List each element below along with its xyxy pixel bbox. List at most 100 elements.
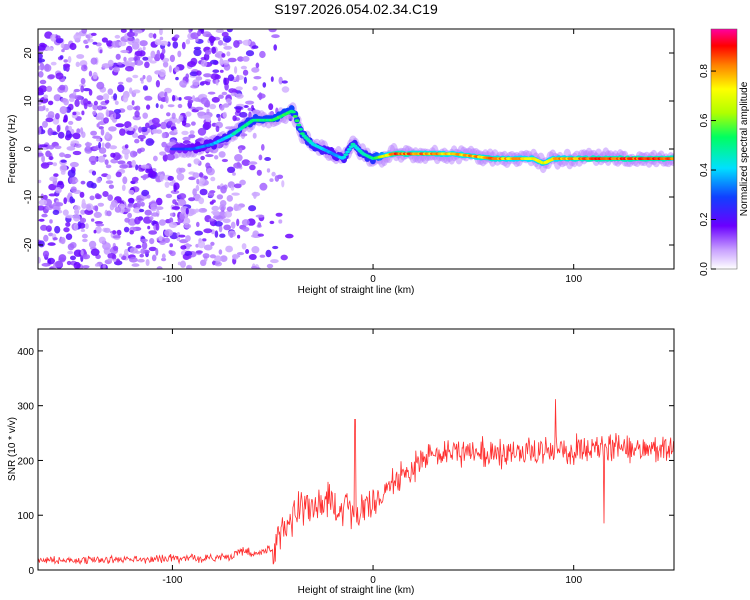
ridge-core	[345, 150, 350, 154]
noise-speckle	[42, 250, 50, 258]
noise-speckle	[193, 48, 202, 57]
snr-frame	[37, 328, 675, 571]
noise-speckle	[217, 40, 224, 46]
noise-speckle	[142, 85, 148, 91]
noise-speckle	[218, 151, 226, 158]
noise-speckle	[144, 61, 150, 69]
noise-speckle	[137, 134, 146, 140]
noise-speckle	[152, 123, 161, 128]
noise-speckle	[38, 205, 45, 211]
noise-speckle	[159, 29, 163, 36]
noise-speckle	[61, 49, 65, 53]
noise-speckle	[159, 151, 167, 156]
noise-speckle	[218, 94, 224, 99]
snr-series-line	[38, 399, 674, 565]
noise-speckle	[50, 61, 57, 66]
noise-speckle	[182, 136, 191, 141]
noise-speckle	[104, 99, 110, 104]
noise-speckle	[57, 180, 64, 186]
noise-speckle	[259, 50, 266, 59]
noise-speckle	[79, 217, 87, 223]
noise-speckle	[127, 37, 135, 42]
noise-speckle	[38, 127, 42, 135]
noise-speckle	[113, 93, 118, 101]
noise-speckle	[159, 40, 169, 46]
noise-speckle	[226, 51, 231, 57]
noise-speckle	[113, 109, 122, 114]
noise-speckle	[131, 159, 136, 168]
noise-speckle	[94, 221, 103, 225]
colorbar: 0.0 0.2 0.4 0.6 0.8 Normalized spectral ampl…	[699, 28, 750, 276]
noise-speckle	[226, 206, 234, 212]
noise-speckle	[281, 180, 285, 188]
noise-speckle	[194, 230, 203, 236]
noise-speckle	[53, 202, 61, 207]
noise-speckle	[144, 95, 153, 101]
noise-speckle	[59, 84, 66, 91]
noise-speckle	[221, 158, 228, 163]
noise-speckle	[150, 203, 158, 210]
noise-speckle	[169, 54, 175, 63]
noise-speckle	[102, 93, 110, 101]
noise-speckle	[125, 77, 133, 83]
noise-speckle	[128, 189, 135, 195]
noise-speckle	[168, 221, 178, 228]
noise-speckle	[78, 222, 86, 229]
noise-speckle	[119, 128, 126, 136]
noise-speckle	[117, 84, 125, 93]
noise-speckle	[63, 227, 70, 233]
noise-speckle	[270, 76, 274, 82]
noise-speckle	[122, 176, 128, 185]
noise-speckle	[98, 236, 106, 244]
noise-speckle	[48, 183, 57, 191]
noise-speckle	[87, 34, 91, 42]
noise-speckle	[185, 235, 191, 242]
noise-speckle	[165, 95, 169, 104]
noise-speckle	[96, 95, 104, 101]
ridge-core	[341, 155, 347, 159]
noise-speckle	[216, 194, 224, 200]
noise-speckle	[174, 66, 180, 73]
noise-speckle	[72, 90, 77, 96]
noise-speckle	[81, 29, 88, 34]
noise-speckle	[154, 39, 162, 46]
noise-speckle	[84, 142, 92, 147]
noise-speckle	[76, 54, 85, 59]
noise-speckle	[229, 232, 234, 238]
noise-speckle	[266, 263, 274, 269]
noise-speckle	[144, 209, 152, 216]
noise-speckle	[80, 249, 84, 256]
noise-speckle	[187, 61, 197, 68]
noise-speckle	[211, 46, 216, 54]
noise-speckle	[135, 244, 142, 249]
noise-speckle	[57, 131, 65, 139]
noise-speckle	[165, 193, 173, 199]
noise-speckle	[145, 259, 150, 266]
noise-speckle	[96, 81, 105, 90]
noise-speckle	[171, 112, 176, 120]
noise-speckle	[56, 124, 61, 133]
noise-speckle	[72, 150, 82, 156]
noise-speckle	[63, 98, 69, 106]
noise-speckle	[218, 224, 223, 233]
noise-speckle	[41, 262, 51, 267]
noise-speckle	[43, 94, 48, 99]
noise-speckle	[65, 233, 73, 240]
noise-speckle	[47, 242, 56, 246]
noise-speckle	[120, 49, 130, 54]
noise-speckle	[85, 45, 89, 49]
noise-speckle	[241, 243, 247, 250]
noise-speckle	[66, 260, 72, 266]
noise-speckle	[72, 214, 81, 222]
noise-speckle	[171, 94, 176, 102]
noise-speckle	[198, 208, 208, 213]
noise-speckle	[151, 254, 157, 262]
noise-speckle	[46, 85, 53, 92]
ridge-core	[298, 127, 303, 131]
noise-speckle	[43, 64, 52, 72]
noise-speckle	[146, 194, 151, 199]
noise-speckle	[217, 116, 221, 122]
noise-speckle	[222, 111, 227, 119]
noise-speckle	[63, 59, 68, 63]
